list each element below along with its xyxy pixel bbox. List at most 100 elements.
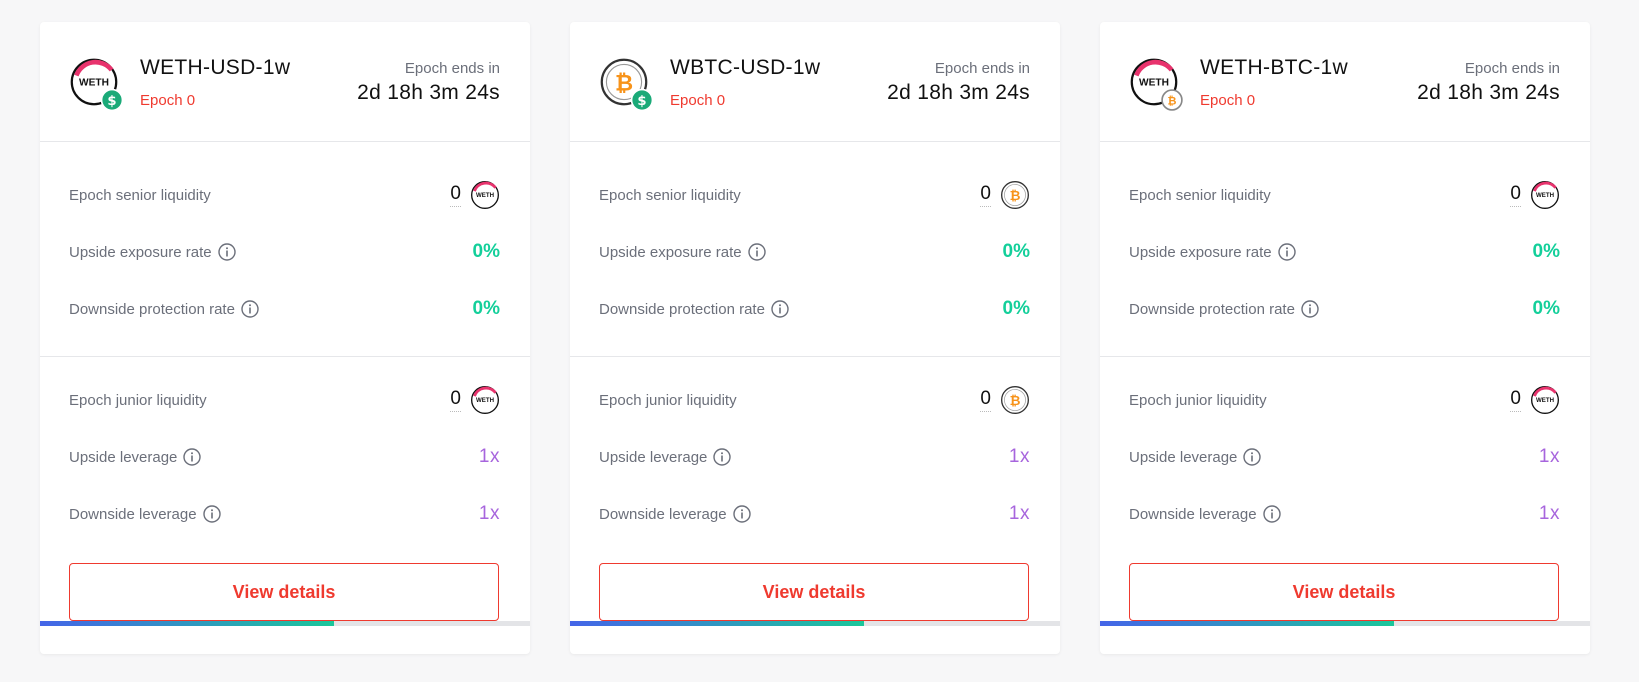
- upside-exposure-row: Upside exposure rate 0%: [1129, 232, 1560, 272]
- epoch-progress-fill: [40, 621, 334, 626]
- pool-title[interactable]: WETH-USD-1w: [140, 56, 291, 79]
- upside-exposure-label: Upside exposure rate: [599, 243, 742, 261]
- junior-liquidity-label: Epoch junior liquidity: [599, 391, 737, 409]
- info-icon[interactable]: [771, 300, 789, 318]
- junior-liquidity-value[interactable]: 0: [980, 388, 991, 412]
- weth-icon: [470, 180, 500, 210]
- downside-protection-value: 0%: [1532, 298, 1560, 319]
- junior-section: Epoch junior liquidity 0 Upside leverage…: [40, 357, 530, 567]
- downside-protection-row: Downside protection rate 0%: [1129, 289, 1560, 329]
- junior-liquidity-row: Epoch junior liquidity 0: [599, 380, 1030, 420]
- junior-section: Epoch junior liquidity 0 Upside leverage…: [1100, 357, 1590, 567]
- epoch-countdown: 2d 18h 3m 24s: [887, 81, 1030, 104]
- junior-liquidity-label: Epoch junior liquidity: [69, 391, 207, 409]
- downside-protection-label: Downside protection rate: [1129, 300, 1295, 318]
- downside-protection-value: 0%: [472, 298, 500, 319]
- senior-liquidity-row: Epoch senior liquidity 0: [599, 175, 1030, 215]
- upside-leverage-value: 1x: [1008, 446, 1030, 467]
- downside-leverage-value: 1x: [478, 503, 500, 524]
- wbtc-icon: [1001, 385, 1030, 415]
- info-icon[interactable]: [183, 448, 202, 466]
- pool-title[interactable]: WETH-BTC-1w: [1200, 56, 1348, 79]
- downside-leverage-value: 1x: [1538, 503, 1560, 524]
- info-icon[interactable]: [1301, 300, 1319, 318]
- upside-leverage-label: Upside leverage: [599, 448, 708, 466]
- info-icon[interactable]: [732, 505, 751, 523]
- epoch-number: Epoch 0: [140, 92, 196, 109]
- epoch-ends-label: Epoch ends in: [934, 60, 1030, 77]
- pool-card-weth-btc[interactable]: WETH-BTC-1w Epoch 0 Epoch ends in 2d 18h…: [1100, 22, 1590, 654]
- info-icon[interactable]: [217, 243, 236, 261]
- senior-liquidity-row: Epoch senior liquidity 0: [1129, 175, 1560, 215]
- junior-liquidity-label: Epoch junior liquidity: [1129, 391, 1267, 409]
- epoch-number: Epoch 0: [670, 92, 726, 109]
- epoch-ends-label: Epoch ends in: [1464, 60, 1560, 77]
- downside-leverage-row: Downside leverage 1x: [599, 494, 1030, 534]
- upside-leverage-value: 1x: [1538, 446, 1560, 467]
- wbtc-usd-icon: [600, 58, 653, 111]
- upside-exposure-value: 0%: [1002, 241, 1030, 262]
- downside-protection-label: Downside protection rate: [599, 300, 765, 318]
- epoch-countdown: 2d 18h 3m 24s: [1417, 81, 1560, 104]
- info-icon[interactable]: [1262, 505, 1281, 523]
- downside-leverage-row: Downside leverage 1x: [1129, 494, 1560, 534]
- upside-exposure-label: Upside exposure rate: [1129, 243, 1272, 261]
- epoch-number: Epoch 0: [1200, 92, 1256, 109]
- senior-liquidity-value[interactable]: 0: [450, 183, 461, 207]
- info-icon[interactable]: [202, 505, 221, 523]
- epoch-countdown: 2d 18h 3m 24s: [357, 81, 500, 104]
- card-header: WETH-BTC-1w Epoch 0 Epoch ends in 2d 18h…: [1100, 22, 1590, 142]
- downside-protection-value: 0%: [1002, 298, 1030, 319]
- junior-liquidity-row: Epoch junior liquidity 0: [69, 380, 500, 420]
- senior-liquidity-row: Epoch senior liquidity 0: [69, 175, 500, 215]
- junior-liquidity-row: Epoch junior liquidity 0: [1129, 380, 1560, 420]
- weth-icon: [1530, 180, 1560, 210]
- downside-protection-row: Downside protection rate 0%: [69, 289, 500, 329]
- epoch-progress-fill: [570, 621, 864, 626]
- upside-exposure-label: Upside exposure rate: [69, 243, 212, 261]
- epoch-progress-bar: [570, 621, 1060, 626]
- weth-icon: [470, 385, 500, 415]
- info-icon[interactable]: [713, 448, 732, 466]
- info-icon[interactable]: [747, 243, 766, 261]
- pool-card-weth-usd[interactable]: WETH-USD-1w Epoch 0 Epoch ends in 2d 18h…: [40, 22, 530, 654]
- info-icon[interactable]: [241, 300, 259, 318]
- downside-leverage-row: Downside leverage 1x: [69, 494, 500, 534]
- downside-leverage-label: Downside leverage: [599, 505, 727, 523]
- upside-exposure-value: 0%: [472, 241, 500, 262]
- senior-liquidity-label: Epoch senior liquidity: [599, 186, 741, 204]
- view-details-button[interactable]: View details: [599, 563, 1029, 621]
- upside-leverage-label: Upside leverage: [1129, 448, 1238, 466]
- downside-leverage-label: Downside leverage: [1129, 505, 1257, 523]
- junior-liquidity-value[interactable]: 0: [450, 388, 461, 412]
- pool-card-wbtc-usd[interactable]: WBTC-USD-1w Epoch 0 Epoch ends in 2d 18h…: [570, 22, 1060, 654]
- senior-liquidity-label: Epoch senior liquidity: [1129, 186, 1271, 204]
- card-header: WETH-USD-1w Epoch 0 Epoch ends in 2d 18h…: [40, 22, 530, 142]
- view-details-button[interactable]: View details: [1129, 563, 1559, 621]
- info-icon[interactable]: [1277, 243, 1296, 261]
- upside-exposure-row: Upside exposure rate 0%: [69, 232, 500, 272]
- epoch-progress-bar: [1100, 621, 1590, 626]
- upside-leverage-row: Upside leverage 1x: [1129, 437, 1560, 477]
- junior-liquidity-value[interactable]: 0: [1510, 388, 1521, 412]
- downside-leverage-label: Downside leverage: [69, 505, 197, 523]
- upside-exposure-row: Upside exposure rate 0%: [599, 232, 1030, 272]
- downside-protection-label: Downside protection rate: [69, 300, 235, 318]
- pool-title[interactable]: WBTC-USD-1w: [670, 56, 821, 79]
- senior-liquidity-label: Epoch senior liquidity: [69, 186, 211, 204]
- senior-liquidity-value[interactable]: 0: [980, 183, 991, 207]
- epoch-progress-fill: [1100, 621, 1394, 626]
- senior-liquidity-value[interactable]: 0: [1510, 183, 1521, 207]
- wbtc-icon: [1001, 181, 1030, 209]
- weth-btc-icon: [1129, 57, 1183, 111]
- senior-section: Epoch senior liquidity 0 Upside exposure…: [40, 142, 530, 357]
- view-details-button[interactable]: View details: [69, 563, 499, 621]
- card-header: WBTC-USD-1w Epoch 0 Epoch ends in 2d 18h…: [570, 22, 1060, 142]
- info-icon[interactable]: [1243, 448, 1262, 466]
- upside-leverage-row: Upside leverage 1x: [69, 437, 500, 477]
- upside-leverage-value: 1x: [478, 446, 500, 467]
- downside-protection-row: Downside protection rate 0%: [599, 289, 1030, 329]
- junior-section: Epoch junior liquidity 0 Upside leverage…: [570, 357, 1060, 567]
- epoch-progress-bar: [40, 621, 530, 626]
